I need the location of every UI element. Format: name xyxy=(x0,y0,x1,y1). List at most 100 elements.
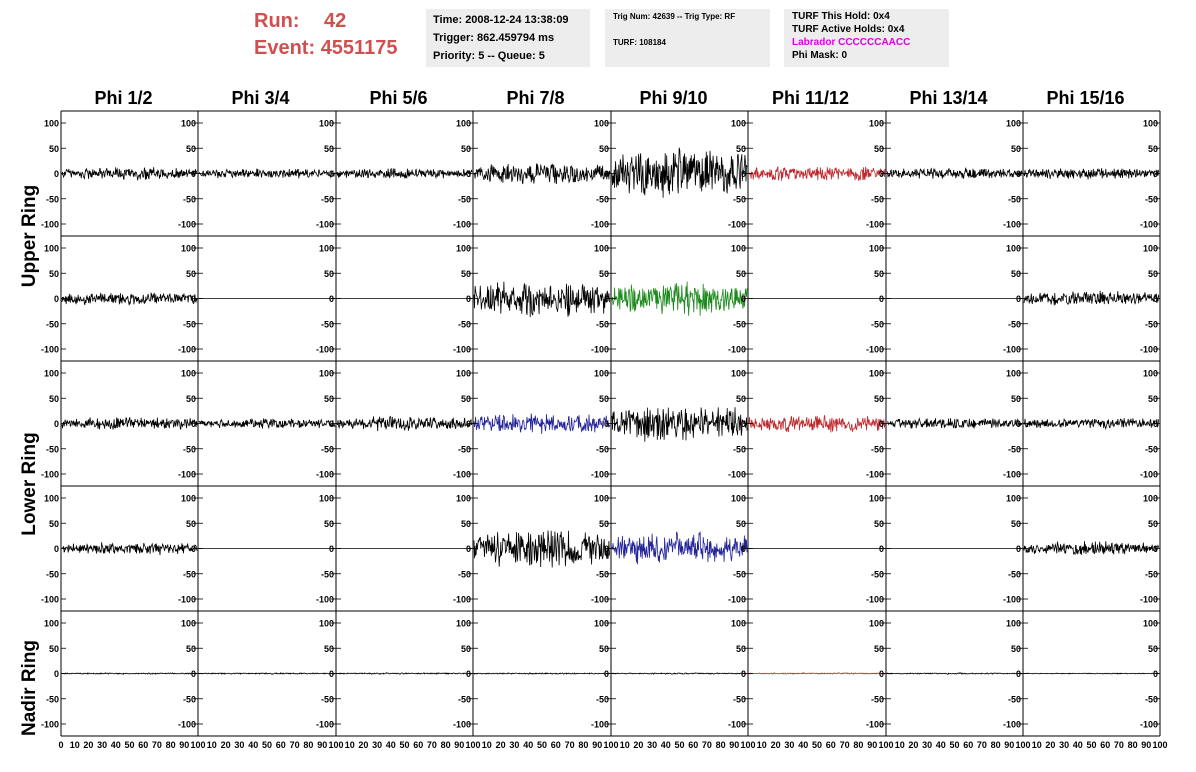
waveform-r4-c8 xyxy=(1023,541,1160,556)
y-tick-label: -50 xyxy=(1145,569,1158,579)
y-tick-label: 50 xyxy=(599,644,609,654)
y-tick-label: -100 xyxy=(591,720,609,730)
x-tick-label: 20 xyxy=(1045,740,1055,750)
y-tick-label: -100 xyxy=(591,470,609,480)
x-tick-label: 100 xyxy=(190,740,205,750)
y-tick-label: -100 xyxy=(178,595,196,605)
y-tick-label: -50 xyxy=(46,319,59,329)
y-tick-label: 50 xyxy=(461,519,471,529)
y-tick-label: 0 xyxy=(741,669,746,679)
y-tick-label: -100 xyxy=(316,220,334,230)
x-tick-label: 70 xyxy=(1114,740,1124,750)
y-tick-label: 50 xyxy=(1148,269,1158,279)
y-tick-label: -50 xyxy=(871,444,884,454)
run-value: 42 xyxy=(324,10,347,32)
y-tick-label: 0 xyxy=(466,169,471,179)
y-tick-label: -100 xyxy=(728,720,746,730)
waveform-r5-c8 xyxy=(1024,672,1159,675)
x-tick-label: 100 xyxy=(603,740,618,750)
waveform-r4-c4 xyxy=(473,530,611,568)
y-tick-label: 0 xyxy=(1016,294,1021,304)
y-tick-label: 50 xyxy=(1011,519,1021,529)
y-tick-label: 50 xyxy=(49,394,59,404)
y-tick-label: -50 xyxy=(733,319,746,329)
waveform-r5-c4 xyxy=(473,672,611,675)
y-tick-label: 100 xyxy=(731,244,746,254)
y-tick-label: -50 xyxy=(733,444,746,454)
x-tick-label: 100 xyxy=(328,740,343,750)
x-tick-label: 60 xyxy=(826,740,836,750)
y-tick-label: -50 xyxy=(183,569,196,579)
turf-active-holds: TURF Active Holds: 0x4 xyxy=(792,24,905,35)
x-tick-label: 10 xyxy=(620,740,630,750)
x-tick-label: 20 xyxy=(358,740,368,750)
x-tick-label: 20 xyxy=(496,740,506,750)
y-tick-label: 0 xyxy=(879,169,884,179)
y-tick-label: 50 xyxy=(324,394,334,404)
x-tick-label: 90 xyxy=(179,740,189,750)
y-tick-label: 100 xyxy=(319,494,334,504)
y-tick-label: 0 xyxy=(604,669,609,679)
x-tick-label: 70 xyxy=(427,740,437,750)
waveform-r5-c1 xyxy=(61,672,198,675)
y-tick-label: 50 xyxy=(186,144,196,154)
y-tick-label: 50 xyxy=(461,269,471,279)
y-tick-label: -100 xyxy=(866,220,884,230)
y-tick-label: 50 xyxy=(49,644,59,654)
waveform-r1-c5 xyxy=(611,147,748,198)
y-tick-label: -100 xyxy=(1140,720,1158,730)
x-tick-label: 80 xyxy=(303,740,313,750)
y-tick-label: -50 xyxy=(1008,444,1021,454)
y-tick-label: -100 xyxy=(1003,345,1021,355)
y-tick-label: 50 xyxy=(1148,644,1158,654)
x-tick-label: 70 xyxy=(290,740,300,750)
y-tick-label: -50 xyxy=(1008,319,1021,329)
turf-info-box: TURF This Hold: 0x4 TURF Active Holds: 0… xyxy=(784,9,949,67)
x-tick-label: 40 xyxy=(1073,740,1083,750)
y-tick-label: -50 xyxy=(458,694,471,704)
y-tick-label: 100 xyxy=(1006,619,1021,629)
x-tick-label: 50 xyxy=(674,740,684,750)
phi-label-7: Phi 13/14 xyxy=(909,88,988,108)
y-tick-label: 0 xyxy=(191,669,196,679)
y-tick-label: -50 xyxy=(458,569,471,579)
y-tick-label: 0 xyxy=(604,419,609,429)
y-tick-label: 50 xyxy=(1148,144,1158,154)
y-tick-label: -100 xyxy=(316,720,334,730)
y-tick-label: 100 xyxy=(1143,119,1158,129)
y-tick-label: -100 xyxy=(453,595,471,605)
phi-label-5: Phi 9/10 xyxy=(639,88,708,108)
y-tick-label: -50 xyxy=(183,444,196,454)
y-tick-label: 100 xyxy=(869,119,884,129)
y-tick-label: -100 xyxy=(1003,720,1021,730)
y-tick-label: 0 xyxy=(879,419,884,429)
x-tick-label: 90 xyxy=(1141,740,1151,750)
x-tick-label: 90 xyxy=(317,740,327,750)
y-tick-label: 100 xyxy=(44,119,59,129)
y-tick-label: 50 xyxy=(186,269,196,279)
x-tick-label: 80 xyxy=(716,740,726,750)
y-tick-label: 100 xyxy=(44,369,59,379)
y-tick-label: 100 xyxy=(869,494,884,504)
waveform-r3-c1 xyxy=(61,416,198,430)
y-tick-label: 0 xyxy=(54,419,59,429)
waveform-r2-c8 xyxy=(1023,290,1160,306)
y-tick-label: -100 xyxy=(1003,220,1021,230)
y-tick-label: 100 xyxy=(181,619,196,629)
waveform-r3-c5 xyxy=(611,407,748,442)
y-tick-label: 0 xyxy=(879,669,884,679)
y-tick-label: -100 xyxy=(178,470,196,480)
y-tick-label: 100 xyxy=(869,619,884,629)
y-tick-label: 100 xyxy=(456,244,471,254)
x-tick-label: 100 xyxy=(465,740,480,750)
y-tick-label: 100 xyxy=(1143,369,1158,379)
x-tick-label: 40 xyxy=(936,740,946,750)
y-tick-label: 100 xyxy=(319,119,334,129)
y-tick-label: 0 xyxy=(466,544,471,554)
y-tick-label: -100 xyxy=(453,720,471,730)
x-tick-label: 30 xyxy=(372,740,382,750)
waveform-r1-c6 xyxy=(748,165,886,181)
x-tick-label: 90 xyxy=(867,740,877,750)
x-tick-label: 20 xyxy=(633,740,643,750)
x-tick-label: 50 xyxy=(949,740,959,750)
